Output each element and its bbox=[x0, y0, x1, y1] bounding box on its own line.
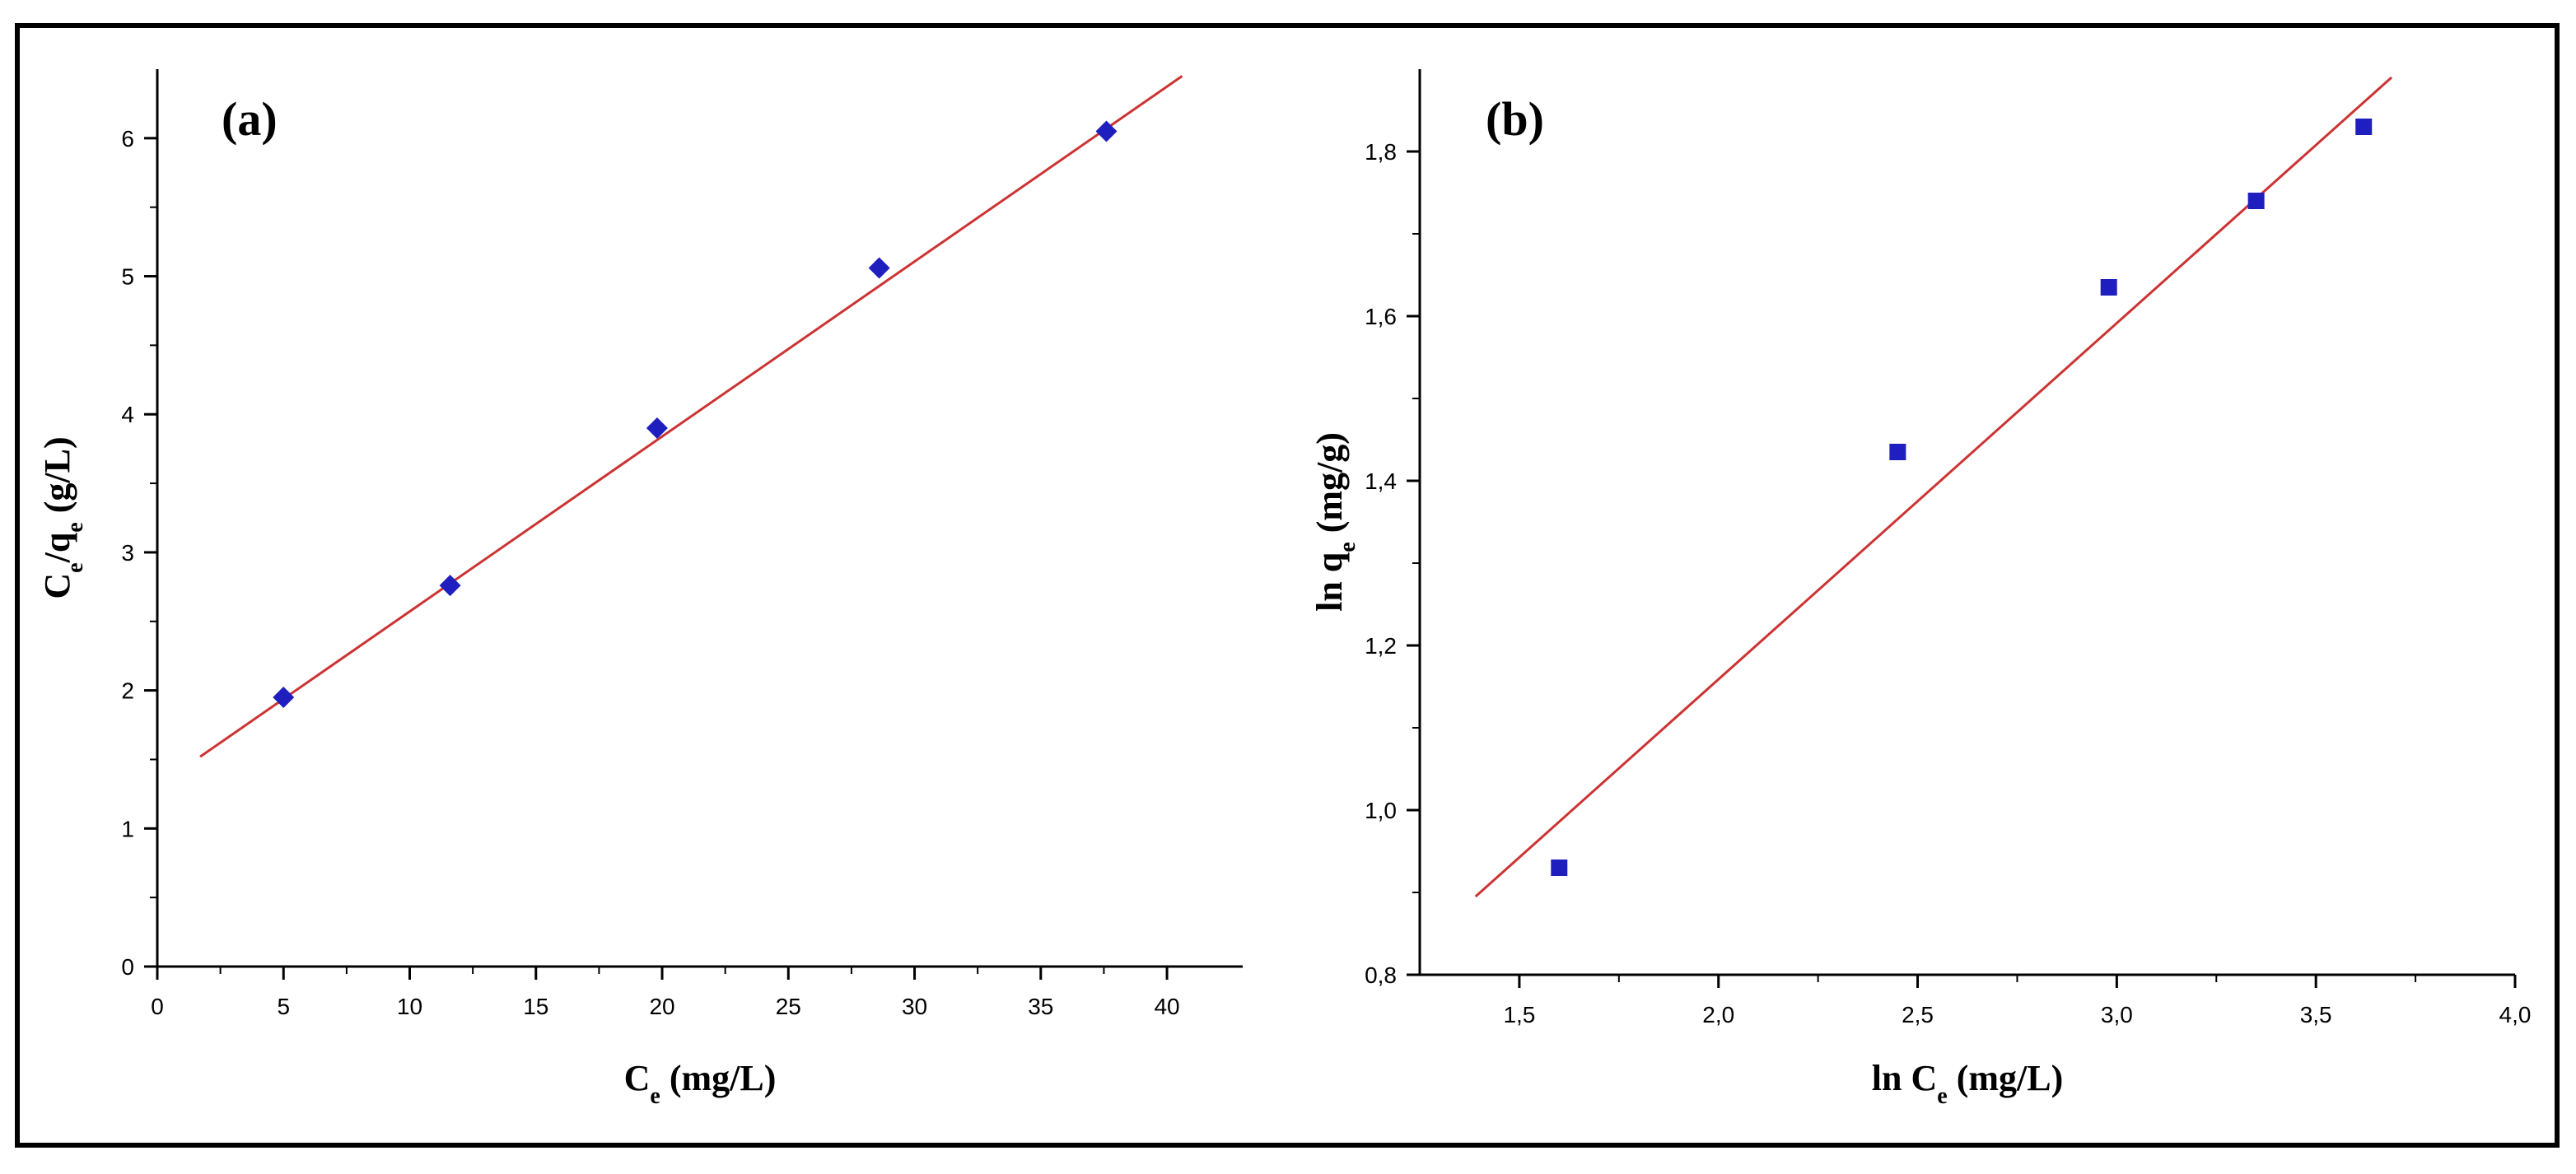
y-tick-label: 1,2 bbox=[1365, 633, 1397, 659]
x-tick-label: 4,0 bbox=[2499, 1002, 2532, 1027]
panel-label: (b) bbox=[1486, 92, 1544, 146]
x-tick-label: 15 bbox=[523, 994, 548, 1019]
data-point bbox=[868, 257, 890, 279]
y-tick-label: 5 bbox=[121, 264, 134, 290]
chart-canvas: 0 5 10 15 20 25 30 35 40 0 1 2 3 4 5 6 (a) Ce (mg/L) Ce/qe… bbox=[37, 69, 2531, 1109]
y-tick-label: 4 bbox=[121, 402, 134, 427]
y-tick-label: 1 bbox=[121, 816, 134, 841]
x-tick-label: 5 bbox=[277, 994, 290, 1019]
data-point bbox=[1889, 444, 1906, 460]
data-point bbox=[1551, 860, 1568, 876]
panel-a: 0 5 10 15 20 25 30 35 40 0 1 2 3 4 5 6 (a) Ce (mg/L) Ce/qe… bbox=[37, 69, 1243, 1109]
y-tick-label: 6 bbox=[121, 126, 134, 151]
panel-b: 1,5 2,0 2,5 3,0 3,5 4,0 0,8 1,0 1,2 1,4 1,6 1,8 (b) l… bbox=[1309, 69, 2531, 1109]
data-point bbox=[646, 417, 668, 439]
data-point bbox=[1095, 120, 1118, 142]
data-point bbox=[2100, 279, 2117, 296]
x-tick-label: 20 bbox=[649, 994, 674, 1019]
x-tick-label: 35 bbox=[1028, 994, 1053, 1019]
x-axis-label: Ce (mg/L) bbox=[624, 1058, 777, 1109]
data-point bbox=[273, 687, 295, 708]
data-point bbox=[2355, 119, 2373, 135]
y-tick-label: 1,4 bbox=[1365, 468, 1397, 494]
data-point bbox=[2247, 193, 2265, 209]
y-tick-label: 2 bbox=[121, 678, 134, 704]
x-tick-label: 25 bbox=[776, 994, 801, 1019]
y-tick-label: 0,8 bbox=[1365, 962, 1397, 988]
panel-label: (a) bbox=[222, 92, 278, 146]
x-tick-label: 2,0 bbox=[1702, 1002, 1734, 1027]
x-tick-label: 10 bbox=[397, 994, 422, 1019]
y-tick-label: 0 bbox=[121, 954, 134, 980]
fit-line bbox=[1474, 76, 2393, 898]
x-tick-label: 30 bbox=[902, 994, 927, 1019]
y-tick-label: 1,8 bbox=[1365, 139, 1397, 165]
x-tick-label: 1,5 bbox=[1503, 1002, 1535, 1027]
x-tick-label: 3,0 bbox=[2101, 1002, 2133, 1027]
x-tick-label: 3,5 bbox=[2300, 1002, 2332, 1027]
y-tick-label: 1,6 bbox=[1365, 304, 1397, 329]
figure-frame: 0 5 10 15 20 25 30 35 40 0 1 2 3 4 5 6 (a) Ce (mg/L) Ce/qe… bbox=[15, 23, 2560, 1148]
fit-line bbox=[199, 75, 1183, 758]
y-axis-label: ln qe (mg/g) bbox=[1309, 432, 1360, 612]
y-tick-label: 3 bbox=[121, 540, 134, 566]
x-tick-label: 0 bbox=[151, 994, 164, 1019]
y-axis-label: Ce/qe (g/L) bbox=[37, 436, 88, 599]
x-axis-label: ln Ce (mg/L) bbox=[1872, 1058, 2063, 1109]
x-tick-label: 40 bbox=[1154, 994, 1179, 1019]
x-tick-label: 2,5 bbox=[1902, 1002, 1934, 1027]
data-point bbox=[439, 575, 461, 597]
y-tick-label: 1,0 bbox=[1365, 798, 1397, 823]
